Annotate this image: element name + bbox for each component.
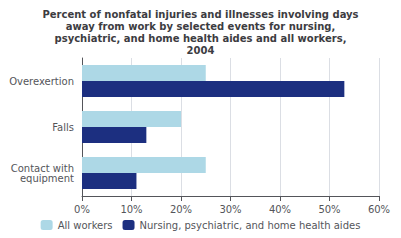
svg-text:equipment: equipment bbox=[20, 173, 74, 184]
svg-text:Nursing, psychiatric, and home: Nursing, psychiatric, and home health ai… bbox=[140, 220, 361, 231]
svg-text:Falls: Falls bbox=[52, 122, 74, 133]
svg-text:40%: 40% bbox=[269, 204, 291, 215]
svg-text:psychiatric, and home health a: psychiatric, and home health aides and a… bbox=[55, 33, 347, 44]
svg-text:away from work by selected eve: away from work by selected events for nu… bbox=[66, 21, 336, 32]
svg-text:Overexertion: Overexertion bbox=[9, 76, 74, 87]
svg-text:2004: 2004 bbox=[187, 45, 215, 56]
svg-text:All workers: All workers bbox=[58, 220, 113, 231]
svg-text:60%: 60% bbox=[368, 204, 390, 215]
svg-text:30%: 30% bbox=[219, 204, 241, 215]
svg-text:10%: 10% bbox=[120, 204, 142, 215]
svg-text:20%: 20% bbox=[170, 204, 192, 215]
svg-text:0%: 0% bbox=[74, 204, 90, 215]
svg-text:Contact with: Contact with bbox=[10, 162, 74, 174]
svg-text:Percent of nonfatal injuries a: Percent of nonfatal injuries and illness… bbox=[42, 9, 358, 20]
svg-text:50%: 50% bbox=[318, 204, 340, 215]
